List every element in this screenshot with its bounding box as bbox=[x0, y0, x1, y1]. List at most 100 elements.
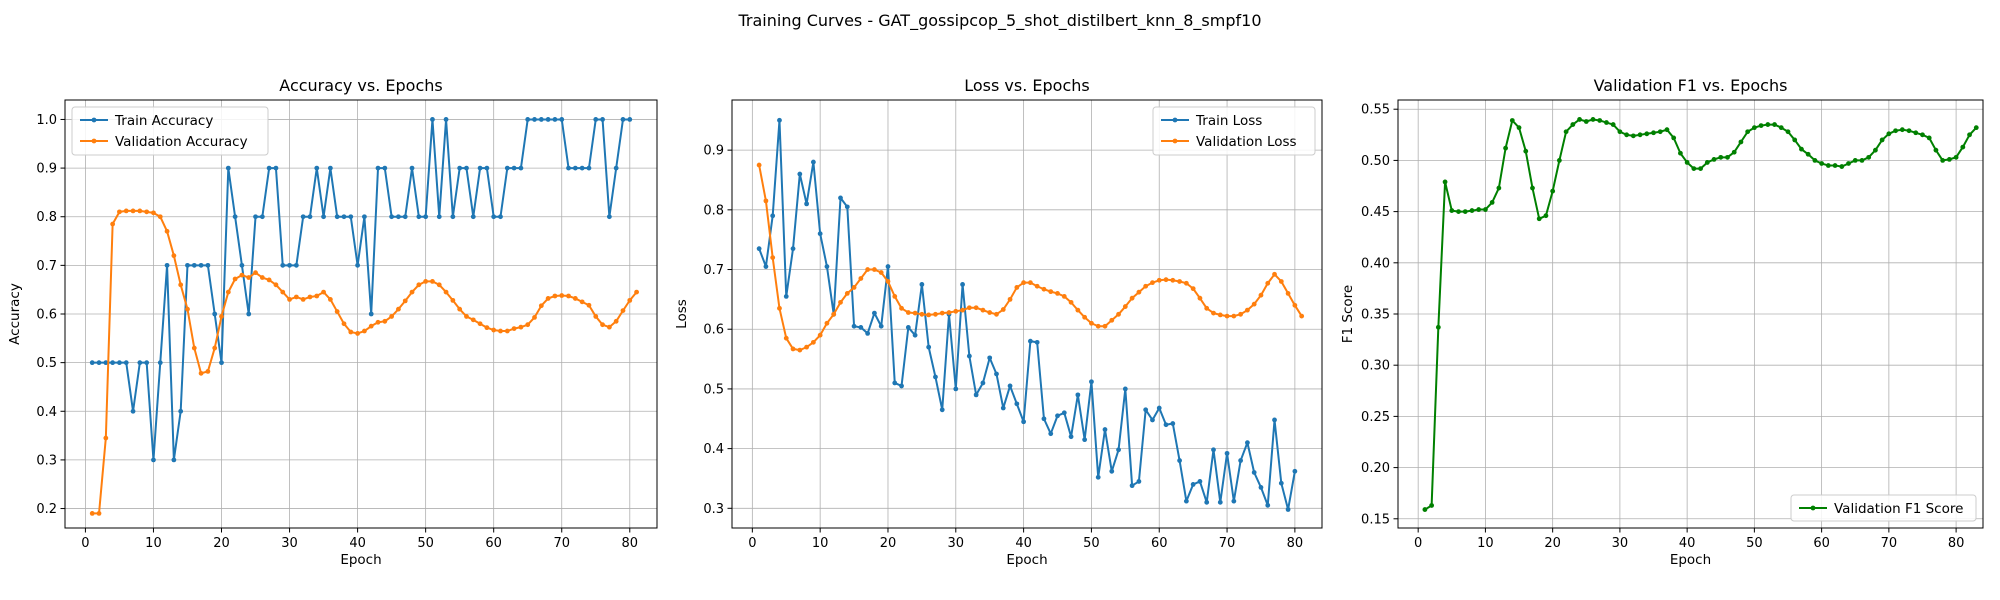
train-loss-point bbox=[1150, 417, 1155, 423]
validation-f1-score-point bbox=[1745, 129, 1751, 135]
train-loss-point bbox=[1007, 383, 1013, 389]
accuracy-ytick-label-6: 0.8 bbox=[36, 210, 57, 225]
accuracy-xtick-label-1: 10 bbox=[145, 536, 162, 551]
validation-accuracy-point bbox=[232, 276, 238, 282]
validation-loss-point bbox=[905, 310, 911, 315]
train-loss-point bbox=[1095, 474, 1101, 480]
train-accuracy-point bbox=[368, 311, 374, 317]
train-accuracy-point bbox=[185, 262, 190, 268]
train-loss-point bbox=[1224, 450, 1230, 456]
validation-accuracy-point bbox=[178, 282, 184, 288]
train-loss-point bbox=[1163, 422, 1169, 428]
validation-accuracy-point bbox=[470, 317, 476, 323]
f1-ytick-label-7: 0.50 bbox=[1361, 154, 1390, 169]
loss-xtick-label-5: 50 bbox=[1083, 536, 1100, 551]
validation-loss-point bbox=[953, 308, 959, 314]
train-accuracy-point bbox=[470, 214, 476, 220]
train-accuracy-point bbox=[518, 165, 524, 171]
train-loss-point bbox=[1129, 483, 1135, 489]
validation-accuracy-point bbox=[518, 324, 524, 330]
accuracy-ytick-label-5: 0.7 bbox=[36, 259, 57, 274]
validation-f1-score-point bbox=[1772, 122, 1777, 127]
train-loss-point bbox=[1027, 338, 1033, 344]
validation-f1-score-legend-marker bbox=[1810, 505, 1816, 511]
train-accuracy-point bbox=[280, 262, 286, 268]
validation-accuracy-point bbox=[287, 297, 292, 302]
validation-f1-score-point bbox=[1711, 156, 1717, 162]
train-loss-point bbox=[1041, 416, 1047, 422]
f1-ytick-label-6: 0.45 bbox=[1361, 205, 1390, 220]
validation-f1-score-point bbox=[1866, 154, 1872, 160]
loss-ytick-label-2: 0.5 bbox=[703, 382, 724, 397]
validation-accuracy-legend-marker bbox=[91, 138, 97, 144]
train-loss-point bbox=[838, 195, 843, 201]
validation-loss-point bbox=[1292, 302, 1298, 308]
validation-loss-point bbox=[1224, 313, 1230, 319]
validation-accuracy-point bbox=[532, 315, 537, 320]
validation-f1-score-point bbox=[1805, 151, 1811, 157]
validation-accuracy-point bbox=[634, 289, 639, 295]
validation-f1-score-point bbox=[1489, 199, 1495, 205]
validation-loss-point bbox=[790, 346, 796, 352]
validation-loss-point bbox=[1055, 291, 1060, 296]
f1-ytick-label-0: 0.15 bbox=[1361, 512, 1390, 527]
train-accuracy-point bbox=[477, 165, 483, 171]
train-loss-point bbox=[1034, 339, 1040, 345]
train-accuracy-point bbox=[436, 214, 442, 220]
accuracy-xtick-label-5: 50 bbox=[417, 536, 434, 551]
train-loss-point bbox=[824, 264, 830, 269]
train-accuracy-legend-marker bbox=[91, 117, 97, 123]
f1-xlabel: Epoch bbox=[1670, 552, 1711, 568]
f1-xtick-label-4: 40 bbox=[1679, 536, 1696, 551]
train-loss-point bbox=[1048, 431, 1054, 437]
validation-f1-score-point bbox=[1462, 209, 1468, 215]
train-accuracy-point bbox=[457, 165, 463, 171]
train-loss-point bbox=[1190, 482, 1196, 487]
train-accuracy-point bbox=[504, 165, 510, 171]
validation-accuracy-point bbox=[579, 299, 585, 305]
train-loss-point bbox=[980, 380, 986, 386]
validation-f1-score-point bbox=[1765, 122, 1771, 127]
train-accuracy-point bbox=[225, 165, 231, 171]
train-loss-point bbox=[926, 344, 932, 350]
train-loss-point bbox=[1089, 379, 1094, 385]
accuracy-legend-box bbox=[71, 106, 269, 156]
validation-f1-score-point bbox=[1920, 132, 1925, 138]
validation-loss-line bbox=[758, 164, 1303, 352]
validation-accuracy-point bbox=[606, 324, 612, 330]
accuracy-panel: 0 10 20 30 40 50 60 70 80 0.2 0.3 0.4 0.5 0.6 0.7 0.8 0.… bbox=[7, 76, 658, 568]
validation-loss-point bbox=[865, 267, 871, 272]
train-accuracy-point bbox=[144, 360, 150, 366]
validation-loss-point bbox=[1190, 286, 1196, 292]
accuracy-ytick-label-8: 1.0 bbox=[36, 113, 57, 128]
train-accuracy-point bbox=[321, 214, 326, 220]
accuracy-ytick-label-0: 0.2 bbox=[36, 502, 57, 517]
accuracy-xlabel: Epoch bbox=[340, 552, 381, 568]
validation-accuracy-point bbox=[355, 331, 360, 336]
f1-plot-area bbox=[1422, 117, 1979, 512]
validation-accuracy-point bbox=[504, 328, 510, 334]
f1-ytick-label-1: 0.20 bbox=[1361, 461, 1390, 476]
train-accuracy-point bbox=[341, 214, 347, 220]
validation-f1-score-point bbox=[1590, 117, 1596, 122]
train-loss-point bbox=[858, 325, 864, 330]
validation-loss-point bbox=[1285, 291, 1291, 296]
f1-ylabel: F1 Score bbox=[1340, 285, 1356, 343]
validation-loss-point bbox=[1245, 307, 1250, 313]
f1-legend: Validation F1 Score bbox=[1790, 494, 1977, 522]
train-accuracy-point bbox=[205, 262, 211, 268]
train-accuracy-point bbox=[157, 360, 163, 366]
validation-loss-point bbox=[1278, 279, 1284, 284]
validation-accuracy-point bbox=[164, 228, 170, 234]
f1-ytick-label-3: 0.30 bbox=[1361, 359, 1390, 374]
train-loss-point bbox=[810, 159, 816, 165]
accuracy-ytick-label-7: 0.9 bbox=[36, 162, 57, 177]
train-accuracy-point bbox=[532, 117, 537, 122]
validation-loss-point bbox=[1272, 271, 1277, 277]
validation-f1-score-point bbox=[1664, 127, 1670, 133]
validation-accuracy-point bbox=[185, 306, 190, 312]
train-loss-point bbox=[994, 371, 999, 377]
train-accuracy-point bbox=[362, 214, 367, 220]
validation-accuracy-point bbox=[110, 221, 116, 227]
validation-loss-point bbox=[1007, 296, 1013, 302]
